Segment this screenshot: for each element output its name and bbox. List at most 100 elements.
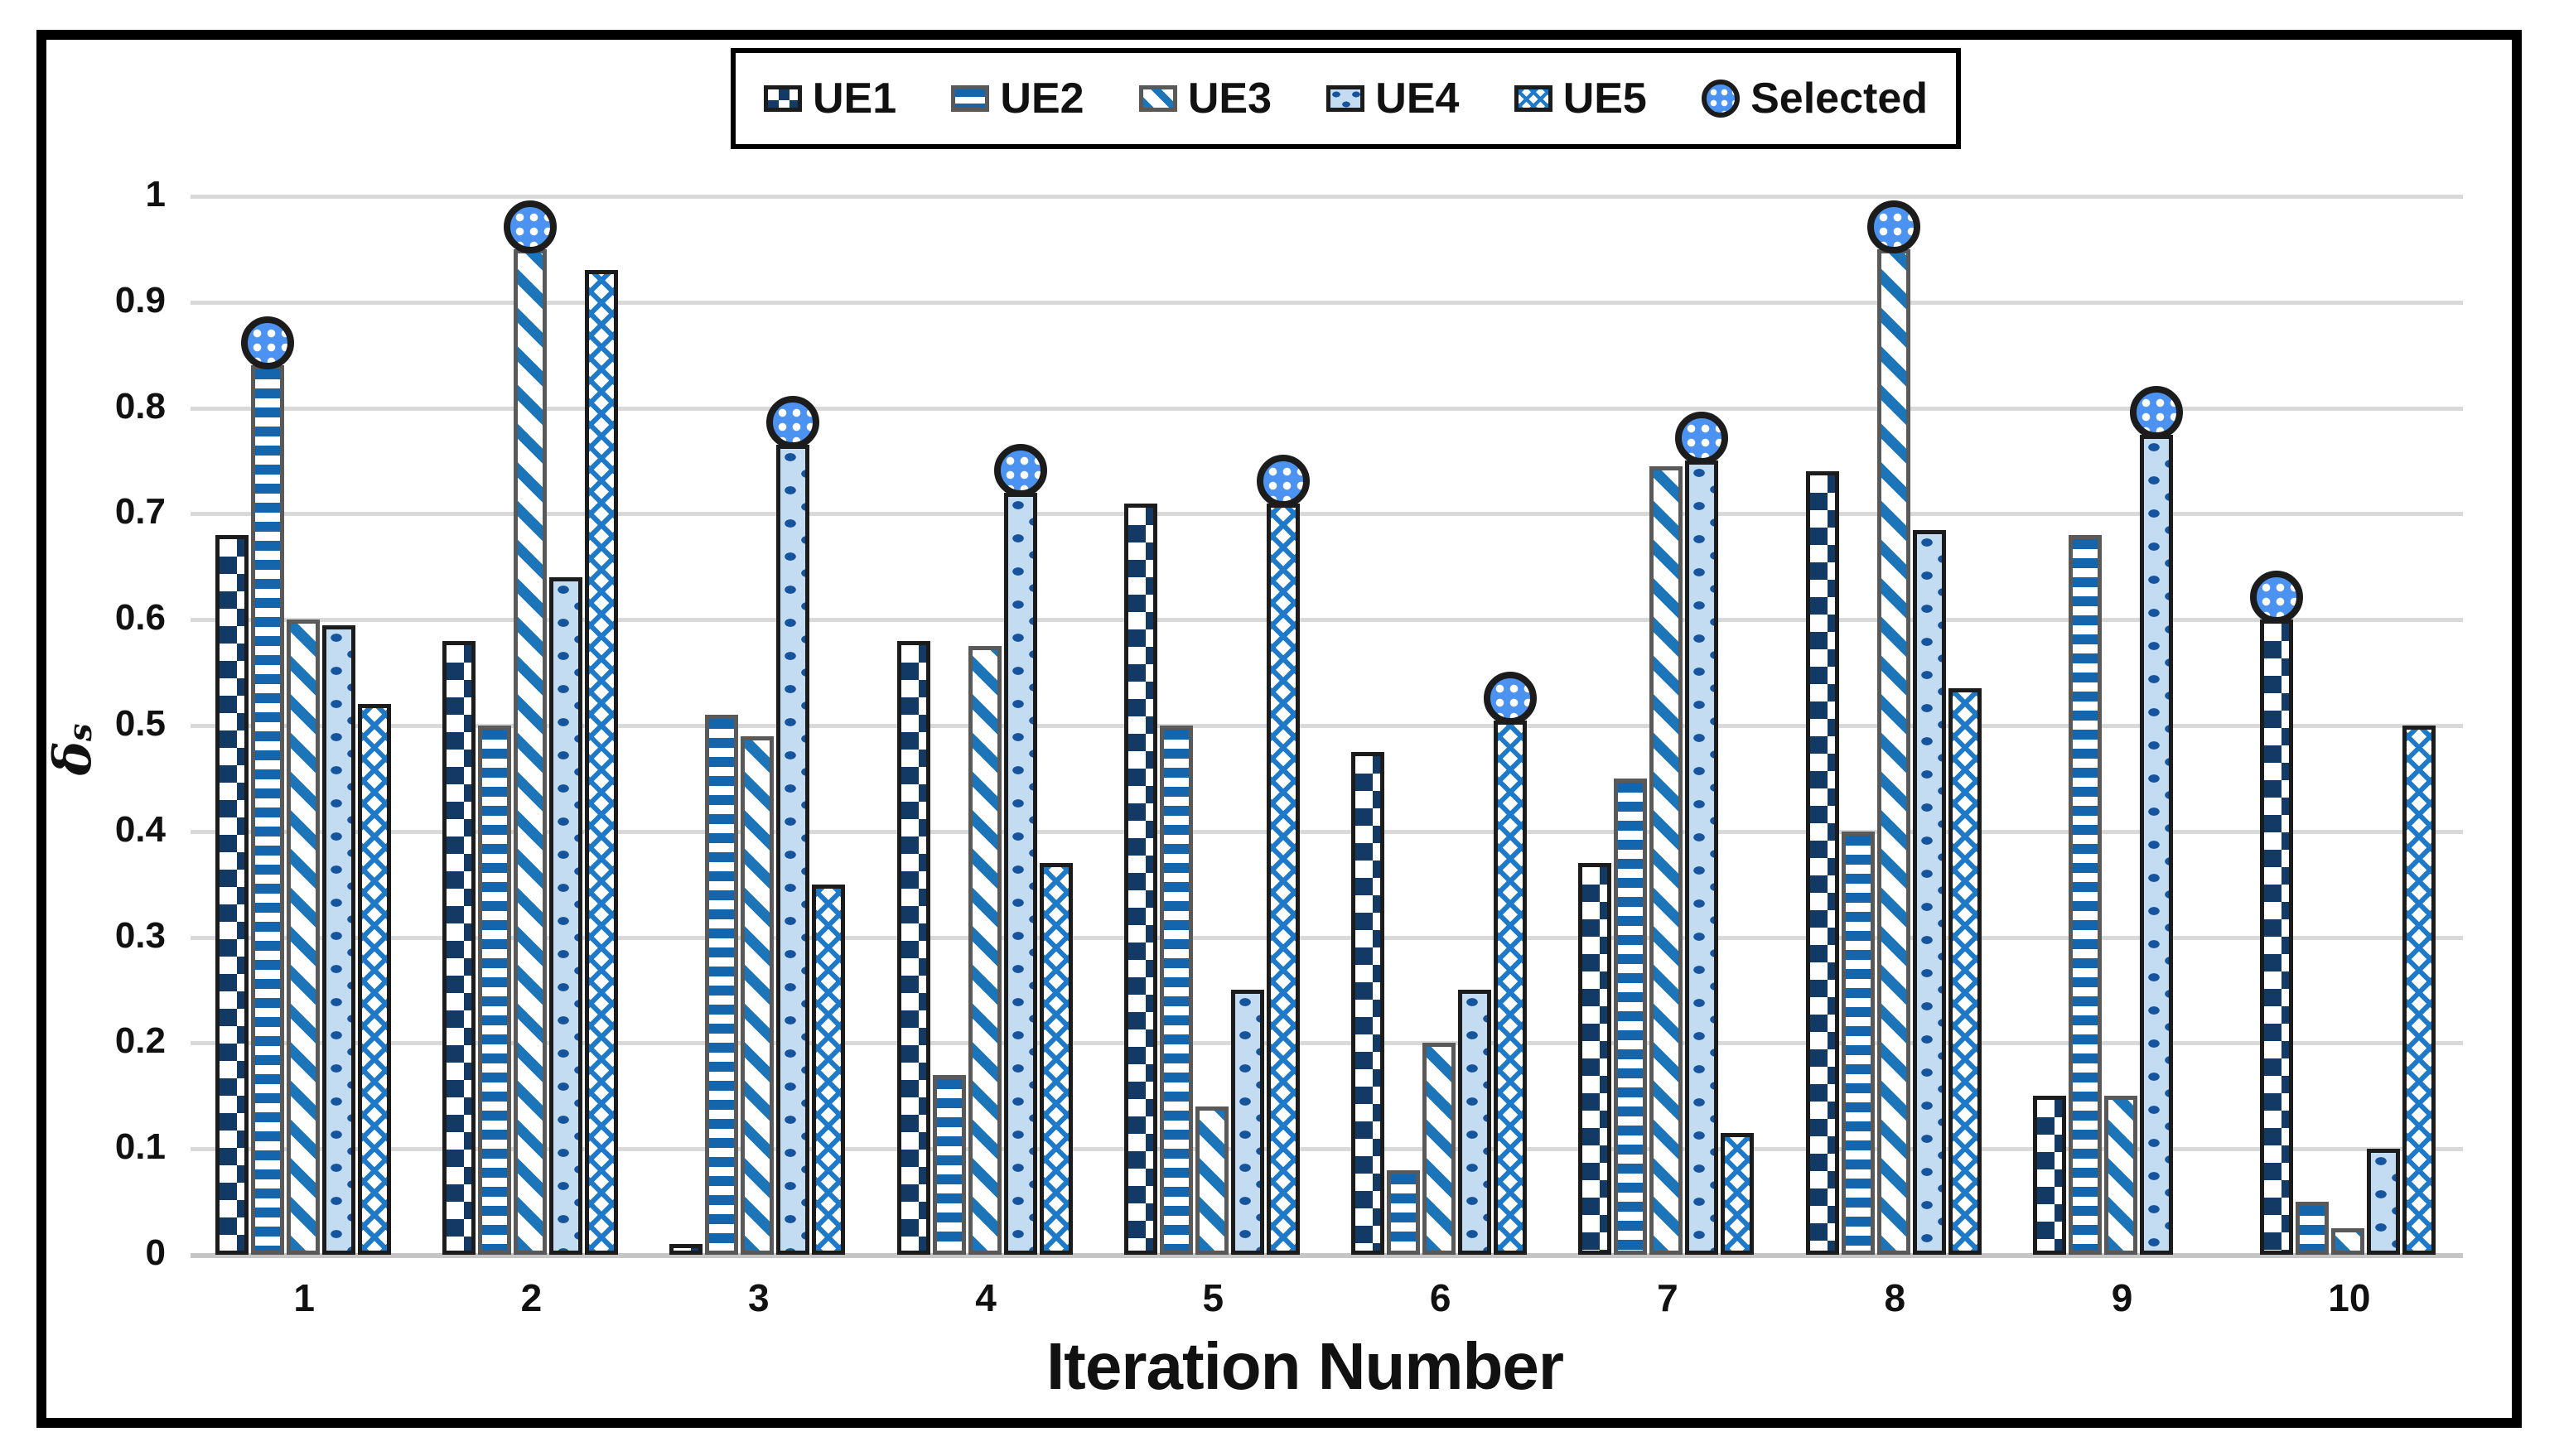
bar-ue5-iter-3 bbox=[812, 885, 846, 1255]
legend-item-ue3: UE3 bbox=[1138, 74, 1272, 123]
bar-ue4-iter-2 bbox=[548, 577, 582, 1255]
x-tick-8: 8 bbox=[1884, 1276, 1906, 1319]
bar-ue4-iter-6 bbox=[1458, 990, 1492, 1255]
bar-ue4-iter-3 bbox=[776, 445, 810, 1255]
selected-marker-iter-2 bbox=[503, 200, 557, 253]
bar-ue5-iter-10 bbox=[2402, 726, 2436, 1255]
x-tick-6: 6 bbox=[1429, 1276, 1451, 1319]
bar-ue1-iter-5 bbox=[1123, 504, 1157, 1255]
selected-marker-iter-4 bbox=[993, 444, 1047, 497]
legend-label-ue2: UE2 bbox=[1000, 75, 1084, 123]
bar-ue2-iter-2 bbox=[477, 726, 511, 1255]
bar-ue5-iter-2 bbox=[584, 270, 618, 1255]
x-tick-9: 9 bbox=[2111, 1276, 2133, 1319]
gridline-0.5 bbox=[191, 724, 2463, 728]
selected-marker-iter-1 bbox=[240, 316, 294, 369]
y-tick-0.5: 0.5 bbox=[114, 703, 166, 744]
selected-marker-iter-8 bbox=[1866, 200, 1920, 253]
y-tick-0.3: 0.3 bbox=[114, 914, 166, 956]
legend-item-ue2: UE2 bbox=[951, 74, 1084, 123]
bar-ue1-iter-4 bbox=[896, 641, 930, 1255]
legend-swatch-ue2-icon bbox=[951, 85, 990, 112]
legend-swatch-selected-circle-icon bbox=[1702, 80, 1741, 118]
selected-marker-iter-5 bbox=[1256, 455, 1310, 508]
legend-box: UE1 UE2 UE3 UE4 UE5 Selected bbox=[731, 48, 1961, 149]
bar-ue4-iter-5 bbox=[1230, 990, 1264, 1255]
bar-ue3-iter-9 bbox=[2104, 1096, 2138, 1255]
y-tick-0.2: 0.2 bbox=[114, 1020, 166, 1062]
bar-ue5-iter-4 bbox=[1039, 863, 1073, 1255]
y-tick-0: 0 bbox=[145, 1232, 166, 1273]
legend-item-ue4: UE4 bbox=[1326, 74, 1459, 123]
bar-ue1-iter-8 bbox=[1805, 471, 1839, 1255]
bar-ue3-iter-4 bbox=[968, 646, 1002, 1255]
x-tick-3: 3 bbox=[747, 1276, 770, 1319]
bar-ue4-iter-4 bbox=[1003, 493, 1037, 1255]
bar-ue3-iter-3 bbox=[741, 736, 775, 1255]
selected-marker-iter-10 bbox=[2250, 571, 2304, 624]
x-tick-7: 7 bbox=[1657, 1276, 1678, 1319]
bar-ue4-iter-9 bbox=[2140, 435, 2174, 1255]
bar-ue1-iter-7 bbox=[1578, 863, 1612, 1255]
gridline-0 bbox=[191, 1253, 2463, 1258]
gridline-0.2 bbox=[191, 1041, 2463, 1046]
gridline-0.1 bbox=[191, 1147, 2463, 1152]
x-tick-4: 4 bbox=[975, 1276, 997, 1319]
x-tick-1: 1 bbox=[293, 1276, 315, 1319]
bar-ue1-iter-10 bbox=[2260, 620, 2294, 1255]
x-tick-5: 5 bbox=[1202, 1276, 1224, 1319]
bar-ue3-iter-7 bbox=[1649, 466, 1683, 1255]
selected-marker-iter-9 bbox=[2130, 386, 2184, 439]
bar-ue3-iter-2 bbox=[513, 249, 547, 1255]
bar-ue5-iter-5 bbox=[1266, 504, 1300, 1255]
bar-ue5-iter-6 bbox=[1494, 721, 1528, 1255]
bar-ue4-iter-7 bbox=[1685, 460, 1719, 1255]
bar-ue2-iter-8 bbox=[1841, 832, 1875, 1255]
selected-marker-iter-7 bbox=[1675, 412, 1729, 465]
selected-marker-iter-6 bbox=[1484, 672, 1538, 725]
legend-swatch-ue4-icon bbox=[1326, 85, 1365, 112]
selected-marker-iter-3 bbox=[766, 396, 820, 449]
y-tick-0.6: 0.6 bbox=[114, 597, 166, 639]
bar-ue5-iter-8 bbox=[1948, 688, 1982, 1255]
bar-ue1-iter-6 bbox=[1351, 752, 1385, 1255]
bar-ue1-iter-2 bbox=[442, 641, 476, 1255]
y-tick-0.8: 0.8 bbox=[114, 385, 166, 427]
plot-area bbox=[191, 196, 2463, 1255]
y-tick-0.7: 0.7 bbox=[114, 491, 166, 533]
x-tick-2: 2 bbox=[520, 1276, 543, 1319]
bar-ue2-iter-9 bbox=[2069, 535, 2103, 1255]
legend-label-ue4: UE4 bbox=[1375, 75, 1460, 123]
legend-item-selected: Selected bbox=[1702, 74, 1928, 123]
bar-ue3-iter-5 bbox=[1195, 1106, 1229, 1255]
bar-ue2-iter-4 bbox=[932, 1075, 966, 1255]
bar-ue4-iter-10 bbox=[2367, 1149, 2401, 1255]
gridline-0.8 bbox=[191, 406, 2463, 411]
bar-ue2-iter-6 bbox=[1387, 1170, 1421, 1255]
legend-label-ue1: UE1 bbox=[813, 75, 897, 123]
legend-swatch-ue5-icon bbox=[1514, 85, 1552, 112]
bar-ue2-iter-7 bbox=[1614, 779, 1648, 1255]
x-axis-title: Iteration Number bbox=[1045, 1329, 1564, 1403]
bar-ue4-iter-1 bbox=[321, 625, 355, 1255]
y-axis-title-delta: δ bbox=[41, 741, 103, 776]
gridline-0.9 bbox=[191, 300, 2463, 305]
x-tick-10: 10 bbox=[2328, 1276, 2371, 1319]
bar-ue5-iter-7 bbox=[1721, 1133, 1755, 1255]
gridline-0.7 bbox=[191, 512, 2463, 517]
y-tick-1: 1 bbox=[145, 174, 166, 215]
bar-ue3-iter-1 bbox=[286, 620, 320, 1255]
gridline-0.6 bbox=[191, 618, 2463, 623]
legend-swatch-ue3-icon bbox=[1138, 85, 1177, 112]
y-tick-0.9: 0.9 bbox=[114, 279, 166, 321]
bar-ue2-iter-10 bbox=[2296, 1202, 2330, 1255]
bar-ue5-iter-1 bbox=[357, 704, 391, 1255]
legend-label-ue5: UE5 bbox=[1562, 75, 1647, 123]
y-tick-0.1: 0.1 bbox=[114, 1126, 166, 1168]
bar-ue3-iter-8 bbox=[1876, 249, 1910, 1255]
bar-ue1-iter-3 bbox=[669, 1244, 703, 1255]
gridline-0.3 bbox=[191, 935, 2463, 940]
bar-ue1-iter-1 bbox=[215, 535, 249, 1255]
